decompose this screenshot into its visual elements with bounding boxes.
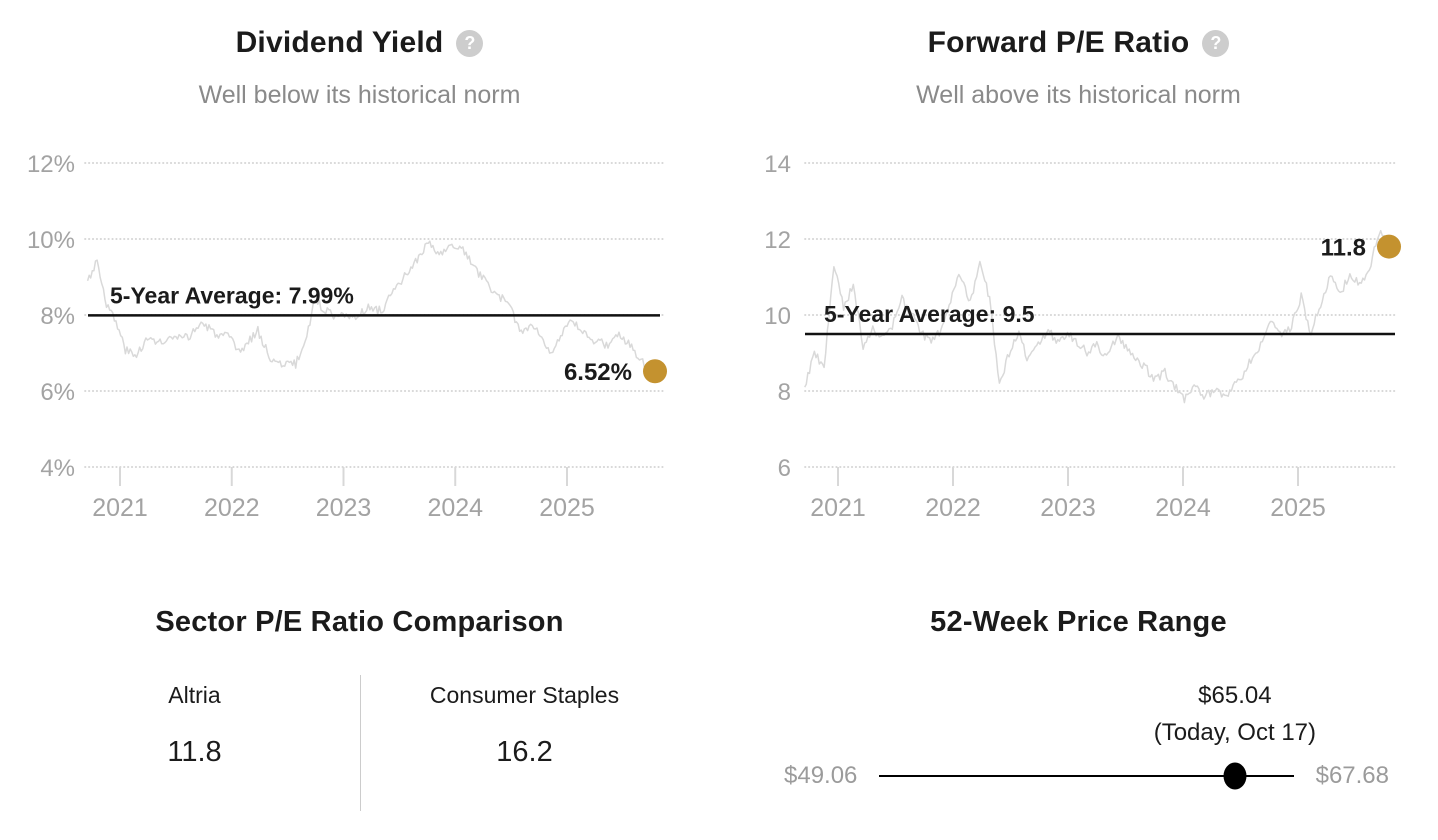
y-axis-tick-label: 8	[778, 379, 791, 406]
forward-pe-panel: Forward P/E Ratio ? Well above its histo…	[719, 0, 1438, 570]
vertical-divider	[359, 675, 361, 811]
y-axis-tick-label: 14	[764, 151, 791, 178]
price-range-panel: 52-Week Price Range $49.06 $65.04 (Today…	[719, 570, 1438, 840]
forward-pe-subtitle: Well above its historical norm	[916, 81, 1241, 109]
sector-pe-comparison-table: Altria 11.8 Consumer Staples 16.2	[30, 675, 690, 811]
current-price-value: $65.04	[1198, 682, 1272, 709]
current-value-label: 6.52%	[564, 359, 632, 386]
x-axis-tick-label: 2023	[1040, 494, 1096, 522]
sector-pe-comparison-title: Sector P/E Ratio Comparison	[155, 606, 564, 638]
y-axis-tick-label: 10%	[27, 227, 75, 254]
dividend-yield-chart: 12% 10% 8% 6% 4% 2021 2022 2023 2024 2025 5-Year A…	[27, 151, 667, 522]
y-axis-tick-label: 8%	[40, 303, 75, 330]
current-value-label: 11.8	[1321, 235, 1366, 262]
average-label: 5-Year Average: 7.99%	[110, 282, 354, 308]
question-icon[interactable]: ?	[456, 29, 484, 57]
range-line	[879, 775, 1294, 777]
range-track: $65.04 (Today, Oct 17)	[879, 682, 1316, 792]
current-price-date: (Today, Oct 17)	[1153, 719, 1316, 746]
x-axis-tick-label: 2024	[427, 494, 483, 522]
x-axis-tick-label: 2022	[204, 494, 260, 522]
forward-pe-chart: 14 12 10 8 6 2021 2022 2023 2024 2025 5-Year Avera…	[764, 151, 1401, 522]
x-axis-tick-label: 2025	[539, 494, 595, 522]
sector-pe-comparison-panel: Sector P/E Ratio Comparison Altria 11.8 …	[0, 570, 719, 840]
dividend-yield-title: Dividend Yield	[235, 26, 444, 59]
range-high-label: $67.68	[1315, 762, 1389, 789]
data-line	[804, 229, 1390, 404]
y-axis-tick-label: 6	[778, 455, 791, 482]
forward-pe-title: Forward P/E Ratio	[927, 26, 1190, 59]
dividend-yield-panel: Dividend Yield ? Well below its historic…	[0, 0, 719, 570]
x-axis-tick-label: 2021	[92, 494, 148, 522]
compare-value: 16.2	[496, 736, 553, 768]
y-axis-tick-label: 12	[764, 227, 791, 254]
current-price-label: $65.04 (Today, Oct 17)	[1154, 677, 1316, 751]
y-axis-tick-label: 6%	[40, 379, 75, 406]
compare-label: Altria	[168, 682, 221, 708]
compare-label: Consumer Staples	[429, 682, 620, 708]
x-axis-tick-label: 2025	[1270, 494, 1326, 522]
forward-pe-title-row: Forward P/E Ratio ?	[719, 0, 1438, 62]
price-range-title: 52-Week Price Range	[930, 606, 1227, 638]
y-axis-tick-label: 12%	[27, 151, 75, 178]
y-axis-tick-label: 4%	[40, 455, 75, 482]
x-axis-tick-label: 2022	[925, 494, 981, 522]
dividend-yield-subtitle: Well below its historical norm	[198, 81, 521, 109]
x-axis-tick-label: 2024	[1155, 494, 1211, 522]
current-price-marker-dot	[1223, 762, 1247, 790]
price-range-slider: $49.06 $65.04 (Today, Oct 17) $67.68	[784, 682, 1389, 792]
dividend-yield-title-row: Dividend Yield ?	[0, 0, 719, 62]
x-axis-tick-label: 2021	[810, 494, 866, 522]
current-value-marker-dot	[1377, 234, 1401, 259]
question-icon[interactable]: ?	[1202, 29, 1230, 57]
compare-value: 11.8	[167, 736, 222, 768]
range-low-label: $49.06	[784, 762, 858, 789]
compare-col-consumer-staples: Consumer Staples 16.2	[360, 681, 690, 769]
x-axis-tick-label: 2023	[316, 494, 372, 522]
data-line	[86, 240, 656, 373]
y-axis-tick-label: 10	[764, 303, 791, 330]
current-value-marker-dot	[643, 359, 667, 384]
compare-col-altria: Altria 11.8	[30, 681, 360, 769]
average-label: 5-Year Average: 9.5	[824, 301, 1035, 327]
